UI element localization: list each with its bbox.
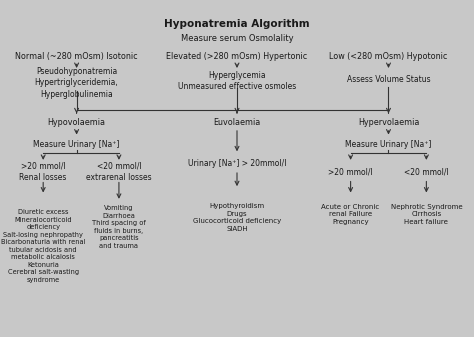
Text: Hypothyroidism
Drugs
Glucocorticoid deficiency
SIADH: Hypothyroidism Drugs Glucocorticoid defi…: [193, 203, 281, 232]
Text: Hyperglycemia
Unmeasured effective osmoles: Hyperglycemia Unmeasured effective osmol…: [178, 71, 296, 91]
Text: Normal (~280 mOsm) Isotonic: Normal (~280 mOsm) Isotonic: [15, 52, 138, 61]
Text: Assess Volume Status: Assess Volume Status: [346, 75, 430, 84]
Text: Euvolaemia: Euvolaemia: [213, 118, 261, 127]
Text: Pseudohyponatremia
Hypertriglyceridemia,
Hyperglobulinemia: Pseudohyponatremia Hypertriglyceridemia,…: [35, 67, 118, 98]
Text: Urinary [Na⁺] > 20mmol/l: Urinary [Na⁺] > 20mmol/l: [188, 159, 286, 168]
Text: Low (<280 mOsm) Hypotonic: Low (<280 mOsm) Hypotonic: [329, 52, 447, 61]
Text: Acute or Chronic
renal Failure
Pregnancy: Acute or Chronic renal Failure Pregnancy: [321, 204, 380, 225]
Text: Measure Urinary [Na⁺]: Measure Urinary [Na⁺]: [33, 140, 120, 149]
Text: Measure Urinary [Na⁺]: Measure Urinary [Na⁺]: [345, 140, 432, 149]
Text: >20 mmol/l: >20 mmol/l: [328, 167, 373, 176]
Text: Diuretic excess
Mineralocorticoid
deficiency
Salt-losing nephropathy
Bicarbonatu: Diuretic excess Mineralocorticoid defici…: [1, 209, 85, 283]
Text: >20 mmol/l
Renal losses: >20 mmol/l Renal losses: [19, 162, 67, 182]
Text: Hypervolaemia: Hypervolaemia: [358, 118, 419, 127]
Text: <20 mmol/l: <20 mmol/l: [404, 167, 449, 176]
Text: Elevated (>280 mOsm) Hypertonic: Elevated (>280 mOsm) Hypertonic: [166, 52, 308, 61]
Text: Nephrotic Syndrome
Cirrhosis
Heart failure: Nephrotic Syndrome Cirrhosis Heart failu…: [391, 204, 462, 225]
Text: Hyponatremia Algorithm: Hyponatremia Algorithm: [164, 19, 310, 29]
Text: Vomiting
Diarrhoea
Third spacing of
fluids in burns,
pancreatitis
and trauma: Vomiting Diarrhoea Third spacing of flui…: [92, 205, 146, 249]
Text: Hypovolaemia: Hypovolaemia: [47, 118, 106, 127]
Text: Measure serum Osmolality: Measure serum Osmolality: [181, 34, 293, 43]
Text: <20 mmol/l
extrarenal losses: <20 mmol/l extrarenal losses: [86, 162, 152, 182]
